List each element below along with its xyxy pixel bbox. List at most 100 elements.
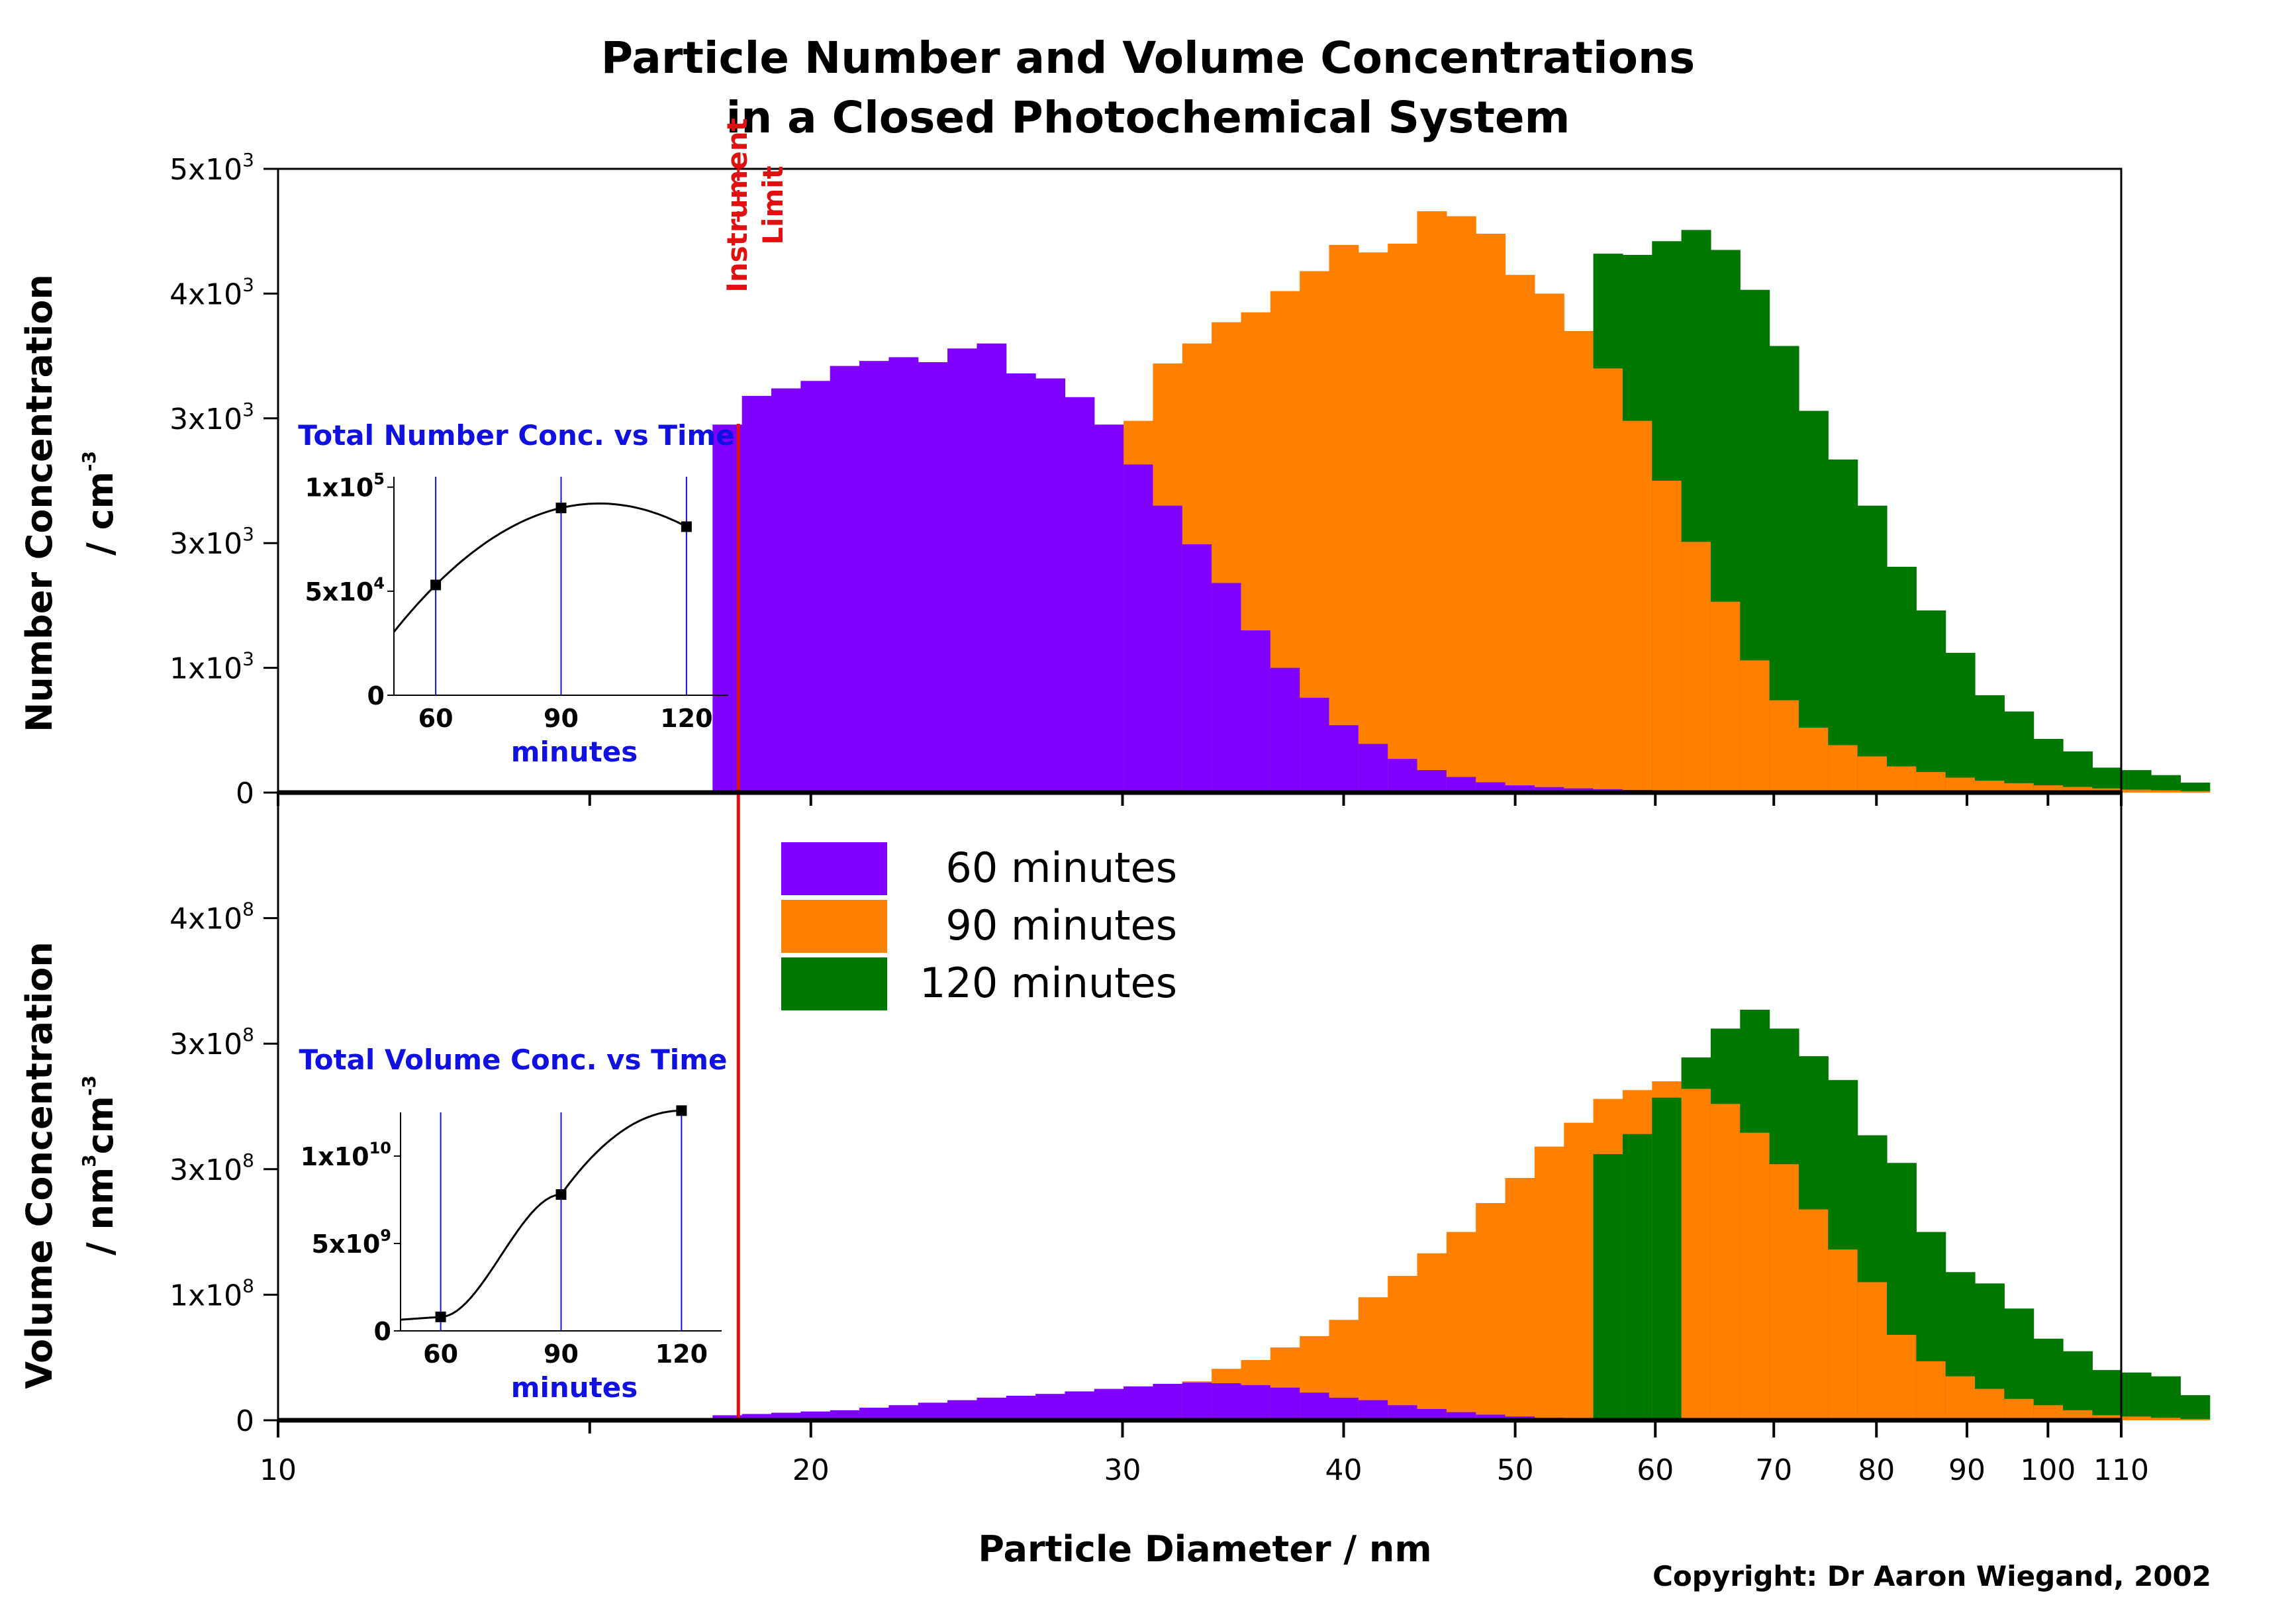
- bottom-bar-s0-22: [1358, 1400, 1388, 1420]
- bottom-bar-s0-26: [1476, 1414, 1506, 1420]
- bottom-y-label-line1: Volume Concentration: [19, 942, 60, 1389]
- bottom-bar-s1-50: [2180, 1419, 2211, 1420]
- bottom-bar-s0-4: [830, 1410, 860, 1420]
- bottom-bar-s1-48: [2121, 1416, 2152, 1420]
- bottom-bar-s1-38: [1828, 1249, 1858, 1420]
- legend-swatch-0: [781, 842, 887, 895]
- top-bar-s0-9: [977, 343, 1007, 793]
- top-inset-xtick-label-2: 120: [660, 704, 712, 733]
- bottom-inset-xtick-label-2: 120: [655, 1339, 708, 1369]
- bottom-bar-s0-15: [1153, 1384, 1183, 1420]
- bottom-bar-s1-27: [1505, 1178, 1535, 1420]
- bottom-bar-s1-34: [1710, 1104, 1741, 1420]
- bottom-bar-s1-29: [1564, 1122, 1594, 1420]
- top-ytick-label-4: 4x103: [169, 273, 254, 311]
- top-bar-s1-34: [1710, 601, 1741, 793]
- top-bar-s1-30: [1593, 368, 1623, 793]
- bottom-bar-s0-5: [859, 1408, 889, 1420]
- top-bar-s2-46: [2063, 751, 2093, 793]
- top-inset-point-0: [430, 579, 442, 591]
- top-ytick-label-0: 0: [236, 777, 254, 810]
- top-bar-s2-50: [2180, 782, 2211, 793]
- top-bar-s0-13: [1094, 424, 1124, 793]
- bottom-bar-s0-12: [1065, 1391, 1095, 1420]
- top-bar-s1-25: [1446, 216, 1476, 793]
- bottom-bar-s1-45: [2033, 1405, 2064, 1420]
- bottom-ytick-label-3: 3x108: [169, 1024, 254, 1061]
- xtick-label-3: 40: [1325, 1453, 1363, 1487]
- top-y-axis-label: Number Concentration / cm-3: [19, 274, 121, 732]
- top-bar-s0-14: [1124, 464, 1154, 793]
- xtick-label-8: 90: [1948, 1453, 1985, 1487]
- top-bar-s2-47: [2092, 767, 2123, 793]
- top-bar-s1-49: [2151, 790, 2181, 793]
- bottom-inset-ytick-label-2: 1x1010: [301, 1139, 391, 1171]
- bottom-bar-s0-21: [1329, 1397, 1359, 1420]
- chart-title-line2: in a Closed Photochemical System: [726, 92, 1570, 143]
- top-bar-s1-28: [1534, 293, 1564, 793]
- bottom-bar-s2-32: [1652, 1097, 1682, 1420]
- xtick-label-10: 110: [2093, 1453, 2149, 1487]
- top-bar-s1-24: [1417, 211, 1447, 793]
- top-bar-s0-2: [771, 388, 801, 793]
- top-y-label-line1: Number Concentration: [19, 274, 60, 732]
- top-bar-s0-15: [1153, 505, 1183, 793]
- bottom-bar-s0-2: [771, 1412, 801, 1420]
- top-bar-s1-40: [1886, 766, 1917, 793]
- top-bar-s0-18: [1241, 630, 1271, 793]
- top-bar-s2-44: [2004, 711, 2034, 793]
- top-bar-s0-4: [830, 365, 860, 793]
- bottom-bar-s2-49: [2151, 1376, 2181, 1420]
- bottom-inset-point-1: [555, 1189, 567, 1200]
- top-bar-s1-31: [1622, 420, 1652, 793]
- xtick-label-2: 30: [1104, 1453, 1141, 1487]
- bottom-bar-s0-1: [741, 1414, 772, 1420]
- bottom-bar-s0-17: [1212, 1383, 1242, 1420]
- top-y-label-sup: -3: [78, 451, 100, 471]
- top-panel: 0 1x103 3x103 3x103 4x103 5x103: [169, 149, 2211, 810]
- xtick-label-7: 80: [1858, 1453, 1895, 1487]
- top-ytick-label-2: 3x103: [169, 523, 254, 561]
- top-bar-s1-35: [1740, 660, 1770, 793]
- top-ytick-label-5: 5x103: [169, 149, 254, 187]
- bottom-bar-s1-46: [2063, 1410, 2093, 1420]
- bottom-bar-s1-22: [1358, 1297, 1388, 1420]
- bottom-ytick-label-2: 3x108: [169, 1149, 254, 1187]
- xtick-label-1: 20: [792, 1453, 830, 1487]
- bottom-bar-s0-10: [1006, 1396, 1036, 1420]
- top-ytick-label-1: 1x103: [169, 648, 254, 686]
- bottom-bar-s1-35: [1740, 1132, 1770, 1420]
- top-bar-s1-41: [1916, 771, 1946, 793]
- top-bar-s2-38: [1828, 459, 1858, 793]
- bottom-bar-s0-20: [1300, 1392, 1330, 1420]
- top-bar-s1-39: [1857, 756, 1888, 793]
- bottom-bar-s1-44: [2004, 1398, 2034, 1420]
- bottom-y-label-sup1: 3: [78, 1154, 100, 1167]
- bottom-bar-s1-26: [1476, 1202, 1506, 1420]
- top-bar-s0-12: [1065, 397, 1095, 793]
- top-bar-s1-45: [2033, 785, 2064, 793]
- bottom-bar-s1-43: [1974, 1388, 2005, 1420]
- legend-label-0: 60 minutes: [945, 844, 1177, 892]
- bottom-inset-ytick-label-0: 0: [374, 1317, 391, 1346]
- bottom-inset-curve: [400, 1109, 682, 1321]
- bottom-bar-s0-0: [712, 1415, 743, 1420]
- top-inset-xtick-label-1: 90: [544, 704, 579, 733]
- bottom-ytick-label-4: 4x108: [169, 899, 254, 936]
- top-inset-point-1: [555, 503, 567, 514]
- top-bar-s0-1: [741, 395, 772, 793]
- xtick-label-5: 60: [1637, 1453, 1674, 1487]
- xtick-label-0: 10: [260, 1453, 297, 1487]
- bottom-y-label-unit1: / nm: [79, 1167, 121, 1255]
- bottom-ytick-label-1: 1x108: [169, 1275, 254, 1312]
- bottom-inset-title: Total Volume Conc. vs Time: [299, 1044, 728, 1076]
- top-bar-s1-36: [1769, 700, 1799, 793]
- top-bar-s0-20: [1300, 697, 1330, 793]
- top-inset-xlabel: minutes: [511, 736, 638, 768]
- bottom-bar-s1-40: [1886, 1335, 1917, 1420]
- top-inset-title: Total Number Conc. vs Time: [298, 419, 734, 452]
- top-ytick-label-3: 3x103: [169, 399, 254, 436]
- top-bar-s0-27: [1505, 785, 1535, 793]
- top-bar-s2-43: [1974, 695, 2005, 793]
